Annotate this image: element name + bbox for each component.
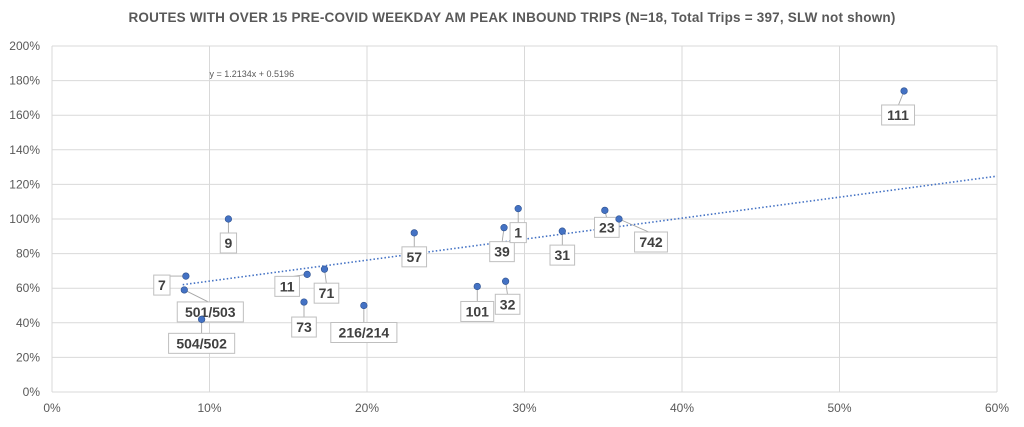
data-point <box>514 205 522 213</box>
data-point <box>473 282 481 291</box>
data-point <box>500 224 508 232</box>
y-tick-label: 0% <box>23 385 41 399</box>
y-tick-label: 180% <box>9 74 40 88</box>
data-label-box <box>153 274 171 296</box>
x-tick-label: 60% <box>985 401 1009 415</box>
data-label-box <box>291 316 317 338</box>
data-label: 23 <box>599 219 615 235</box>
data-point <box>615 215 623 223</box>
data-label: 57 <box>406 249 422 265</box>
data-label-box <box>313 282 340 304</box>
data-label-box <box>509 222 527 244</box>
data-point <box>360 301 368 310</box>
data-label: 9 <box>225 235 233 251</box>
y-tick-label: 120% <box>9 177 40 191</box>
data-label-box <box>176 301 244 323</box>
data-label: 39 <box>494 244 510 260</box>
data-label-box <box>401 246 428 268</box>
y-tick-label: 60% <box>16 281 40 295</box>
data-point <box>303 270 311 278</box>
x-tick-label: 10% <box>197 401 221 415</box>
data-label-leader <box>618 218 652 234</box>
data-label-box <box>549 244 576 266</box>
data-label: 7 <box>158 277 166 293</box>
data-label: 32 <box>500 296 516 312</box>
y-tick-label: 100% <box>9 212 40 226</box>
data-label: 216/214 <box>339 325 390 341</box>
data-label: 73 <box>296 319 312 335</box>
data-label-box <box>881 104 916 126</box>
data-point <box>224 215 232 223</box>
x-tick-label: 20% <box>355 401 379 415</box>
data-label: 11 <box>280 278 295 294</box>
data-label-box <box>330 322 398 343</box>
data-label-box <box>168 332 236 354</box>
data-point <box>900 87 908 95</box>
data-label-leader <box>184 289 211 304</box>
data-label: 31 <box>555 247 571 263</box>
chart-title: ROUTES WITH OVER 15 PRE-COVID WEEKDAY AM… <box>128 10 896 25</box>
x-tick-label: 40% <box>670 401 694 415</box>
data-label-box <box>274 275 300 297</box>
trendline-equation: y = 1.2134x + 0.5196 <box>210 69 295 79</box>
x-tick-label: 0% <box>43 401 61 415</box>
data-label-box <box>460 300 495 322</box>
data-label: 71 <box>319 285 335 301</box>
data-label-box <box>594 216 620 238</box>
x-tick-label: 50% <box>827 401 851 415</box>
y-tick-label: 40% <box>16 316 40 330</box>
data-point <box>410 229 418 237</box>
data-label: 504/502 <box>176 335 227 351</box>
data-label: 501/503 <box>185 304 236 320</box>
y-tick-label: 200% <box>9 39 40 53</box>
x-tick-label: 30% <box>512 401 536 415</box>
data-label: 111 <box>887 107 909 123</box>
data-label: 1 <box>514 225 522 241</box>
data-point <box>502 277 510 285</box>
data-point <box>300 298 308 306</box>
data-point <box>182 272 190 280</box>
trendline <box>182 175 998 286</box>
data-label-box <box>489 241 515 263</box>
data-label: 101 <box>466 303 490 319</box>
y-tick-label: 160% <box>9 108 40 122</box>
y-tick-label: 20% <box>16 350 40 364</box>
data-label: 742 <box>639 234 663 250</box>
data-point <box>601 206 609 214</box>
y-tick-label: 80% <box>16 247 40 261</box>
data-point <box>320 265 329 273</box>
data-label-box <box>494 293 521 315</box>
data-label-box <box>634 231 668 253</box>
data-point <box>180 286 188 294</box>
data-point <box>198 315 206 323</box>
data-point <box>558 227 566 235</box>
y-tick-label: 140% <box>9 143 40 157</box>
data-label-box <box>219 232 238 254</box>
